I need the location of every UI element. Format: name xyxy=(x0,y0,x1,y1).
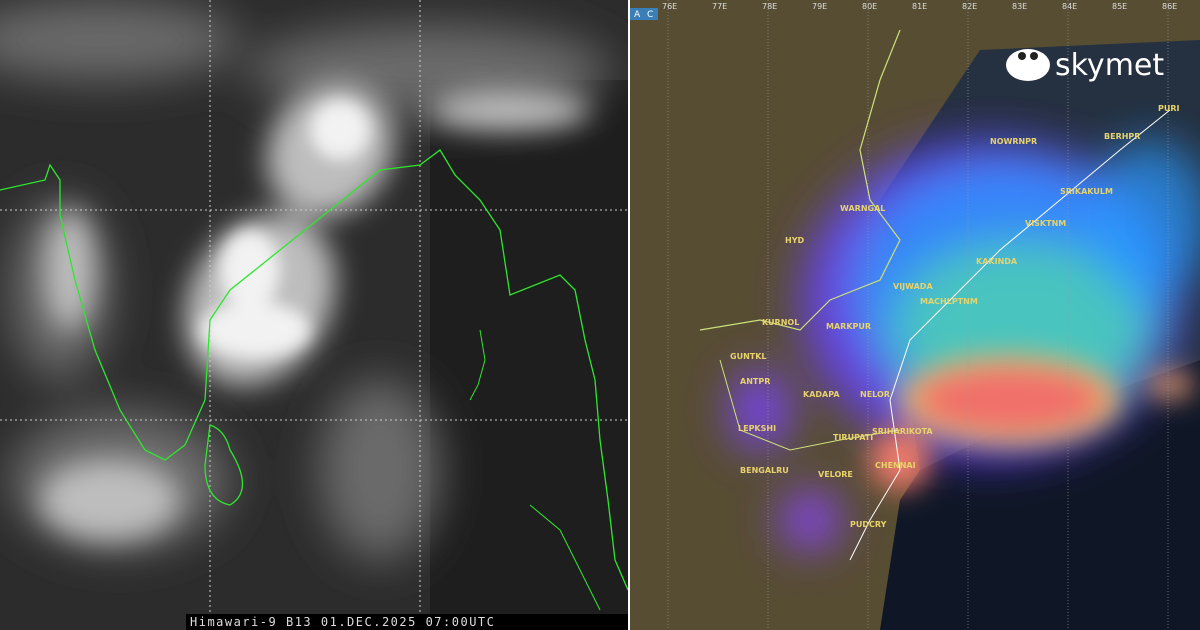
city-label: NELOR xyxy=(860,390,890,399)
city-label: TIRUPATI xyxy=(833,433,873,442)
city-label: HYD xyxy=(785,236,804,245)
city-label: KADAPA xyxy=(803,390,840,399)
lon-label: 80E xyxy=(862,2,877,11)
lon-label: 79E xyxy=(812,2,827,11)
city-label: MACHLPTNM xyxy=(920,297,978,306)
city-label: VELORE xyxy=(818,470,853,479)
map-button[interactable]: C xyxy=(647,10,653,20)
city-label: KAKINDA xyxy=(976,257,1018,266)
radar-panel: HYD WARNGAL NOWRNPR BERHPR PURI SRIKAKULM VISK… xyxy=(630,0,1200,630)
map-button[interactable]: A xyxy=(634,10,641,20)
city-label: GUNTKL xyxy=(730,352,767,361)
city-label: WARNGAL xyxy=(840,204,885,213)
city-label: ANTPR xyxy=(740,377,770,386)
city-label: PURI xyxy=(1158,104,1180,113)
lon-label: 82E xyxy=(962,2,977,11)
city-label: NOWRNPR xyxy=(990,137,1037,146)
lon-label: 85E xyxy=(1112,2,1127,11)
caption: Himawari-9 B13 01.DEC.2025 07:00UTC xyxy=(190,615,495,629)
lon-label: 76E xyxy=(662,2,677,11)
city-label: SRIHARIKOTA xyxy=(872,427,933,436)
city-label: KURNOL xyxy=(762,318,799,327)
city-label: PUDCRY xyxy=(850,520,887,529)
lon-label: 86E xyxy=(1162,2,1177,11)
city-label: BENGALRU xyxy=(740,466,789,475)
lon-label: 83E xyxy=(1012,2,1027,11)
city-label: LEPKSHI xyxy=(738,424,776,433)
logo: skymet xyxy=(1055,48,1164,83)
city-label: SRIKAKULM xyxy=(1060,187,1113,196)
city-label: BERHPR xyxy=(1104,132,1140,141)
city-label: VIJWADA xyxy=(893,282,933,291)
city-label: MARKPUR xyxy=(826,322,871,331)
satellite-panel: Himawari-9 B13 01.DEC.2025 07:00UTC xyxy=(0,0,628,630)
lon-label: 78E xyxy=(762,2,777,11)
lon-label: 84E xyxy=(1062,2,1077,11)
logo-icon xyxy=(1006,49,1050,81)
city-label: VISKTNM xyxy=(1025,219,1066,228)
lon-label: 77E xyxy=(712,2,727,11)
city-label: CHENNAI xyxy=(875,461,916,470)
lon-label: 81E xyxy=(912,2,927,11)
